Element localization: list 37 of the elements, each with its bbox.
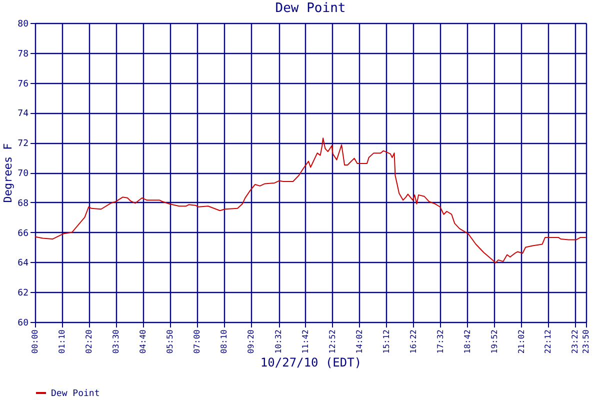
x-tick-label: 21:02 <box>516 329 526 354</box>
legend-label: Dew Point <box>51 389 100 399</box>
y-tick-label: 60 <box>18 318 28 328</box>
x-axis-title: 10/27/10 (EDT) <box>260 356 362 370</box>
x-tick-label: 22:12 <box>544 329 553 354</box>
y-tick-label: 64 <box>18 258 28 269</box>
y-tick-label: 74 <box>18 109 28 120</box>
x-tick-label: 02:20 <box>84 329 94 354</box>
x-tick-label: 07:00 <box>192 329 202 354</box>
y-axis-title: Degrees F <box>2 143 15 203</box>
chart-title: Dew Point <box>275 1 346 16</box>
x-tick-label: 15:12 <box>382 329 391 354</box>
x-tick-label: 14:02 <box>354 329 364 354</box>
x-tick-label: 23:22 <box>570 329 580 354</box>
x-tick-label: 19:52 <box>490 329 499 354</box>
x-tick-label: 03:30 <box>111 329 120 354</box>
x-tick-label: 01:10 <box>57 329 66 354</box>
x-tick-label: 10:32 <box>274 329 284 354</box>
x-tick-label: 16:22 <box>408 329 418 354</box>
y-tick-label: 76 <box>18 79 28 90</box>
y-tick-label: 70 <box>18 169 28 179</box>
y-tick-label: 68 <box>18 198 28 209</box>
x-tick-label: 12:52 <box>328 329 337 354</box>
y-tick-label: 80 <box>18 20 28 30</box>
x-tick-label: 00:00 <box>30 329 40 354</box>
x-tick-label: 08:10 <box>219 329 228 354</box>
y-tick-label: 62 <box>18 288 28 299</box>
y-tick-label: 72 <box>18 139 28 150</box>
x-tick-label: 05:50 <box>165 329 174 354</box>
y-tick-label: 66 <box>18 228 28 239</box>
x-tick-label: 23:50 <box>582 329 590 354</box>
x-tick-label: 18:42 <box>462 329 472 354</box>
x-tick-label: 11:42 <box>300 329 310 354</box>
y-tick-label: 78 <box>18 49 28 60</box>
x-tick-label: 04:40 <box>138 329 148 354</box>
x-tick-label: 17:32 <box>436 329 445 354</box>
x-tick-label: 09:20 <box>246 329 256 354</box>
